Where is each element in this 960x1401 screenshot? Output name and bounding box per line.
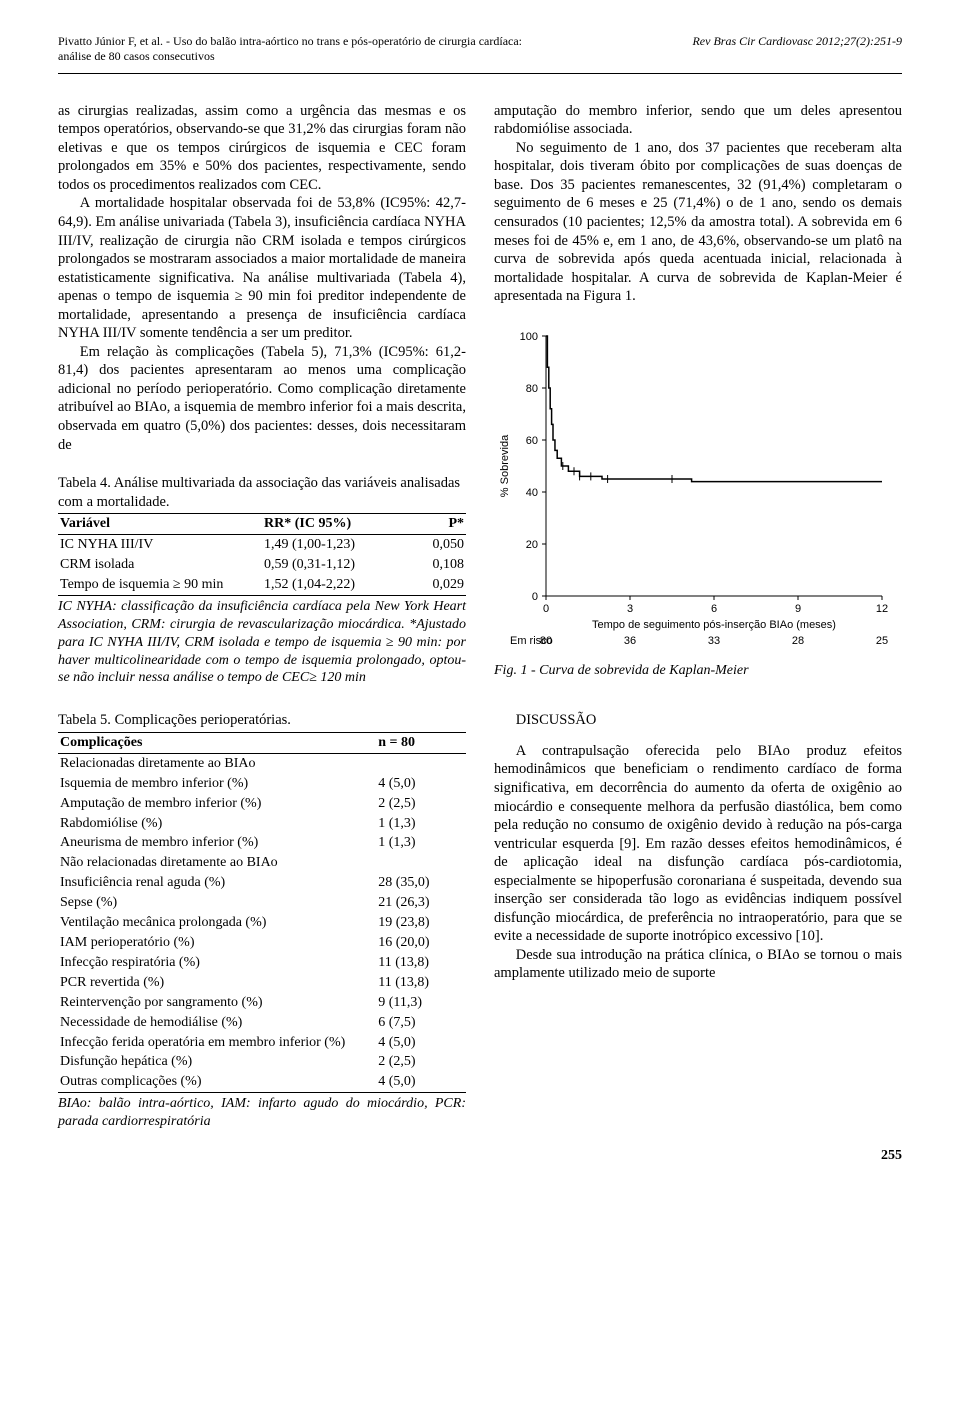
- svg-text:0: 0: [532, 591, 538, 603]
- svg-text:3: 3: [627, 603, 633, 615]
- table4-h2: RR* (IC 95%): [262, 514, 393, 535]
- table4: Variável RR* (IC 95%) P* IC NYHA III/IV …: [58, 513, 466, 596]
- table4-h1: Variável: [58, 514, 262, 535]
- svg-text:6: 6: [711, 603, 717, 615]
- discussion-p1: A contrapulsação oferecida pelo BIAo pro…: [494, 742, 902, 946]
- svg-text:28: 28: [792, 635, 804, 647]
- svg-text:25: 25: [876, 635, 888, 647]
- t5-r11c0: PCR revertida (%): [58, 973, 376, 993]
- t5-r10c1: 11 (13,8): [376, 953, 466, 973]
- t5-r14c1: 4 (5,0): [376, 1033, 466, 1053]
- table5-caption-label: Tabela 5.: [58, 712, 111, 728]
- table5-footnote: BIAo: balão intra-aórtico, IAM: infarto …: [58, 1095, 466, 1131]
- t5-r6c1: 28 (35,0): [376, 873, 466, 893]
- col-left-lower: Tabela 5. Complicações perioperatórias. …: [58, 711, 466, 1131]
- t5-r14c0: Infecção ferida operatória em membro inf…: [58, 1033, 376, 1053]
- header-right: Rev Bras Cir Cardiovasc 2012;27(2):251-9: [564, 34, 902, 49]
- col-right-lower: DISCUSSÃO A contrapulsação oferecida pel…: [494, 711, 902, 1131]
- table5-caption: Tabela 5. Complicações perioperatórias.: [58, 711, 466, 730]
- table5-caption-text: Complicações perioperatórias.: [115, 712, 291, 728]
- header-left: Pivatto Júnior F, et al. - Uso do balão …: [58, 34, 522, 65]
- t5-r13c1: 6 (7,5): [376, 1013, 466, 1033]
- t5-r1c0: Isquemia de membro inferior (%): [58, 774, 376, 794]
- table4-footnote: IC NYHA: classificação da insuficiência …: [58, 598, 466, 688]
- t5-r16c0: Outras complicações (%): [58, 1072, 376, 1092]
- t5-r9c0: IAM perioperatório (%): [58, 933, 376, 953]
- para-left-1: as cirurgias realizadas, assim como a ur…: [58, 102, 466, 195]
- table5: Complicações n = 80 Relacionadas diretam…: [58, 732, 466, 1093]
- t5-r15c0: Disfunção hepática (%): [58, 1052, 376, 1072]
- t5-r10c0: Infecção respiratória (%): [58, 953, 376, 973]
- upper-columns: as cirurgias realizadas, assim como a ur…: [58, 102, 902, 688]
- para-right-1: amputação do membro inferior, sendo que …: [494, 102, 902, 139]
- t5-r4c0: Aneurisma de membro inferior (%): [58, 833, 376, 853]
- page-number: 255: [58, 1147, 902, 1165]
- figure1-chart: 020406080100036912% SobrevidaTempo de se…: [494, 326, 902, 656]
- t5-r3c0: Rabdomiólise (%): [58, 814, 376, 834]
- t5-r12c0: Reintervenção por sangramento (%): [58, 993, 376, 1013]
- para-left-3: Em relação às complicações (Tabela 5), 7…: [58, 343, 466, 454]
- t4-r2c0: Tempo de isquemia ≥ 90 min: [58, 575, 262, 595]
- svg-text:0: 0: [543, 603, 549, 615]
- svg-text:36: 36: [624, 635, 636, 647]
- col-right-upper: amputação do membro inferior, sendo que …: [494, 102, 902, 688]
- t4-r0c0: IC NYHA III/IV: [58, 535, 262, 555]
- t5-r0c0: Relacionadas diretamente ao BIAo: [58, 753, 376, 773]
- t5-r9c1: 16 (20,0): [376, 933, 466, 953]
- table5-h2: n = 80: [376, 732, 466, 753]
- svg-text:33: 33: [708, 635, 720, 647]
- svg-text:80: 80: [540, 635, 552, 647]
- svg-text:9: 9: [795, 603, 801, 615]
- table4-h3: P*: [393, 514, 466, 535]
- table5-h1: Complicações: [58, 732, 376, 753]
- t5-r6c0: Insuficiência renal aguda (%): [58, 873, 376, 893]
- svg-text:80: 80: [526, 383, 538, 395]
- t4-r1c2: 0,108: [393, 555, 466, 575]
- lower-columns: Tabela 5. Complicações perioperatórias. …: [58, 711, 902, 1131]
- para-right-2: No seguimento de 1 ano, dos 37 pacientes…: [494, 139, 902, 306]
- table4-caption-text: Análise multivariada da associação das v…: [58, 475, 460, 510]
- t5-r5c1: [376, 853, 466, 873]
- svg-text:12: 12: [876, 603, 888, 615]
- t4-r1c1: 0,59 (0,31-1,12): [262, 555, 393, 575]
- t5-r13c0: Necessidade de hemodiálise (%): [58, 1013, 376, 1033]
- t5-r8c0: Ventilação mecânica prolongada (%): [58, 913, 376, 933]
- discussion-title: DISCUSSÃO: [516, 711, 902, 730]
- figure1-caption: Fig. 1 - Curva de sobrevida de Kaplan-Me…: [494, 662, 902, 680]
- svg-text:20: 20: [526, 539, 538, 551]
- t5-r2c0: Amputação de membro inferior (%): [58, 794, 376, 814]
- t5-r0c1: [376, 753, 466, 773]
- t5-r12c1: 9 (11,3): [376, 993, 466, 1013]
- t5-r8c1: 19 (23,8): [376, 913, 466, 933]
- table4-caption: Tabela 4. Análise multivariada da associ…: [58, 474, 466, 511]
- t5-r4c1: 1 (1,3): [376, 833, 466, 853]
- svg-text:40: 40: [526, 487, 538, 499]
- svg-text:Tempo de seguimento pós-inserç: Tempo de seguimento pós-inserção BIAo (m…: [592, 619, 836, 631]
- t5-r2c1: 2 (2,5): [376, 794, 466, 814]
- t4-r1c0: CRM isolada: [58, 555, 262, 575]
- svg-text:% Sobrevida: % Sobrevida: [499, 434, 511, 497]
- t5-r7c1: 21 (26,3): [376, 893, 466, 913]
- kaplan-meier-svg: 020406080100036912% SobrevidaTempo de se…: [494, 326, 894, 656]
- t5-r5c0: Não relacionadas diretamente ao BIAo: [58, 853, 376, 873]
- para-left-2: A mortalidade hospitalar observada foi d…: [58, 194, 466, 342]
- running-header: Pivatto Júnior F, et al. - Uso do balão …: [58, 34, 902, 65]
- table4-caption-label: Tabela 4.: [58, 475, 111, 491]
- t4-r2c1: 1,52 (1,04-2,22): [262, 575, 393, 595]
- t5-r16c1: 4 (5,0): [376, 1072, 466, 1092]
- t5-r11c1: 11 (13,8): [376, 973, 466, 993]
- t5-r15c1: 2 (2,5): [376, 1052, 466, 1072]
- header-rule: [58, 73, 902, 74]
- col-left-upper: as cirurgias realizadas, assim como a ur…: [58, 102, 466, 688]
- svg-text:100: 100: [520, 331, 538, 343]
- t4-r0c2: 0,050: [393, 535, 466, 555]
- t5-r7c0: Sepse (%): [58, 893, 376, 913]
- t4-r2c2: 0,029: [393, 575, 466, 595]
- t4-r0c1: 1,49 (1,00-1,23): [262, 535, 393, 555]
- t5-r1c1: 4 (5,0): [376, 774, 466, 794]
- t5-r3c1: 1 (1,3): [376, 814, 466, 834]
- discussion-p2: Desde sua introdução na prática clínica,…: [494, 946, 902, 983]
- svg-text:60: 60: [526, 435, 538, 447]
